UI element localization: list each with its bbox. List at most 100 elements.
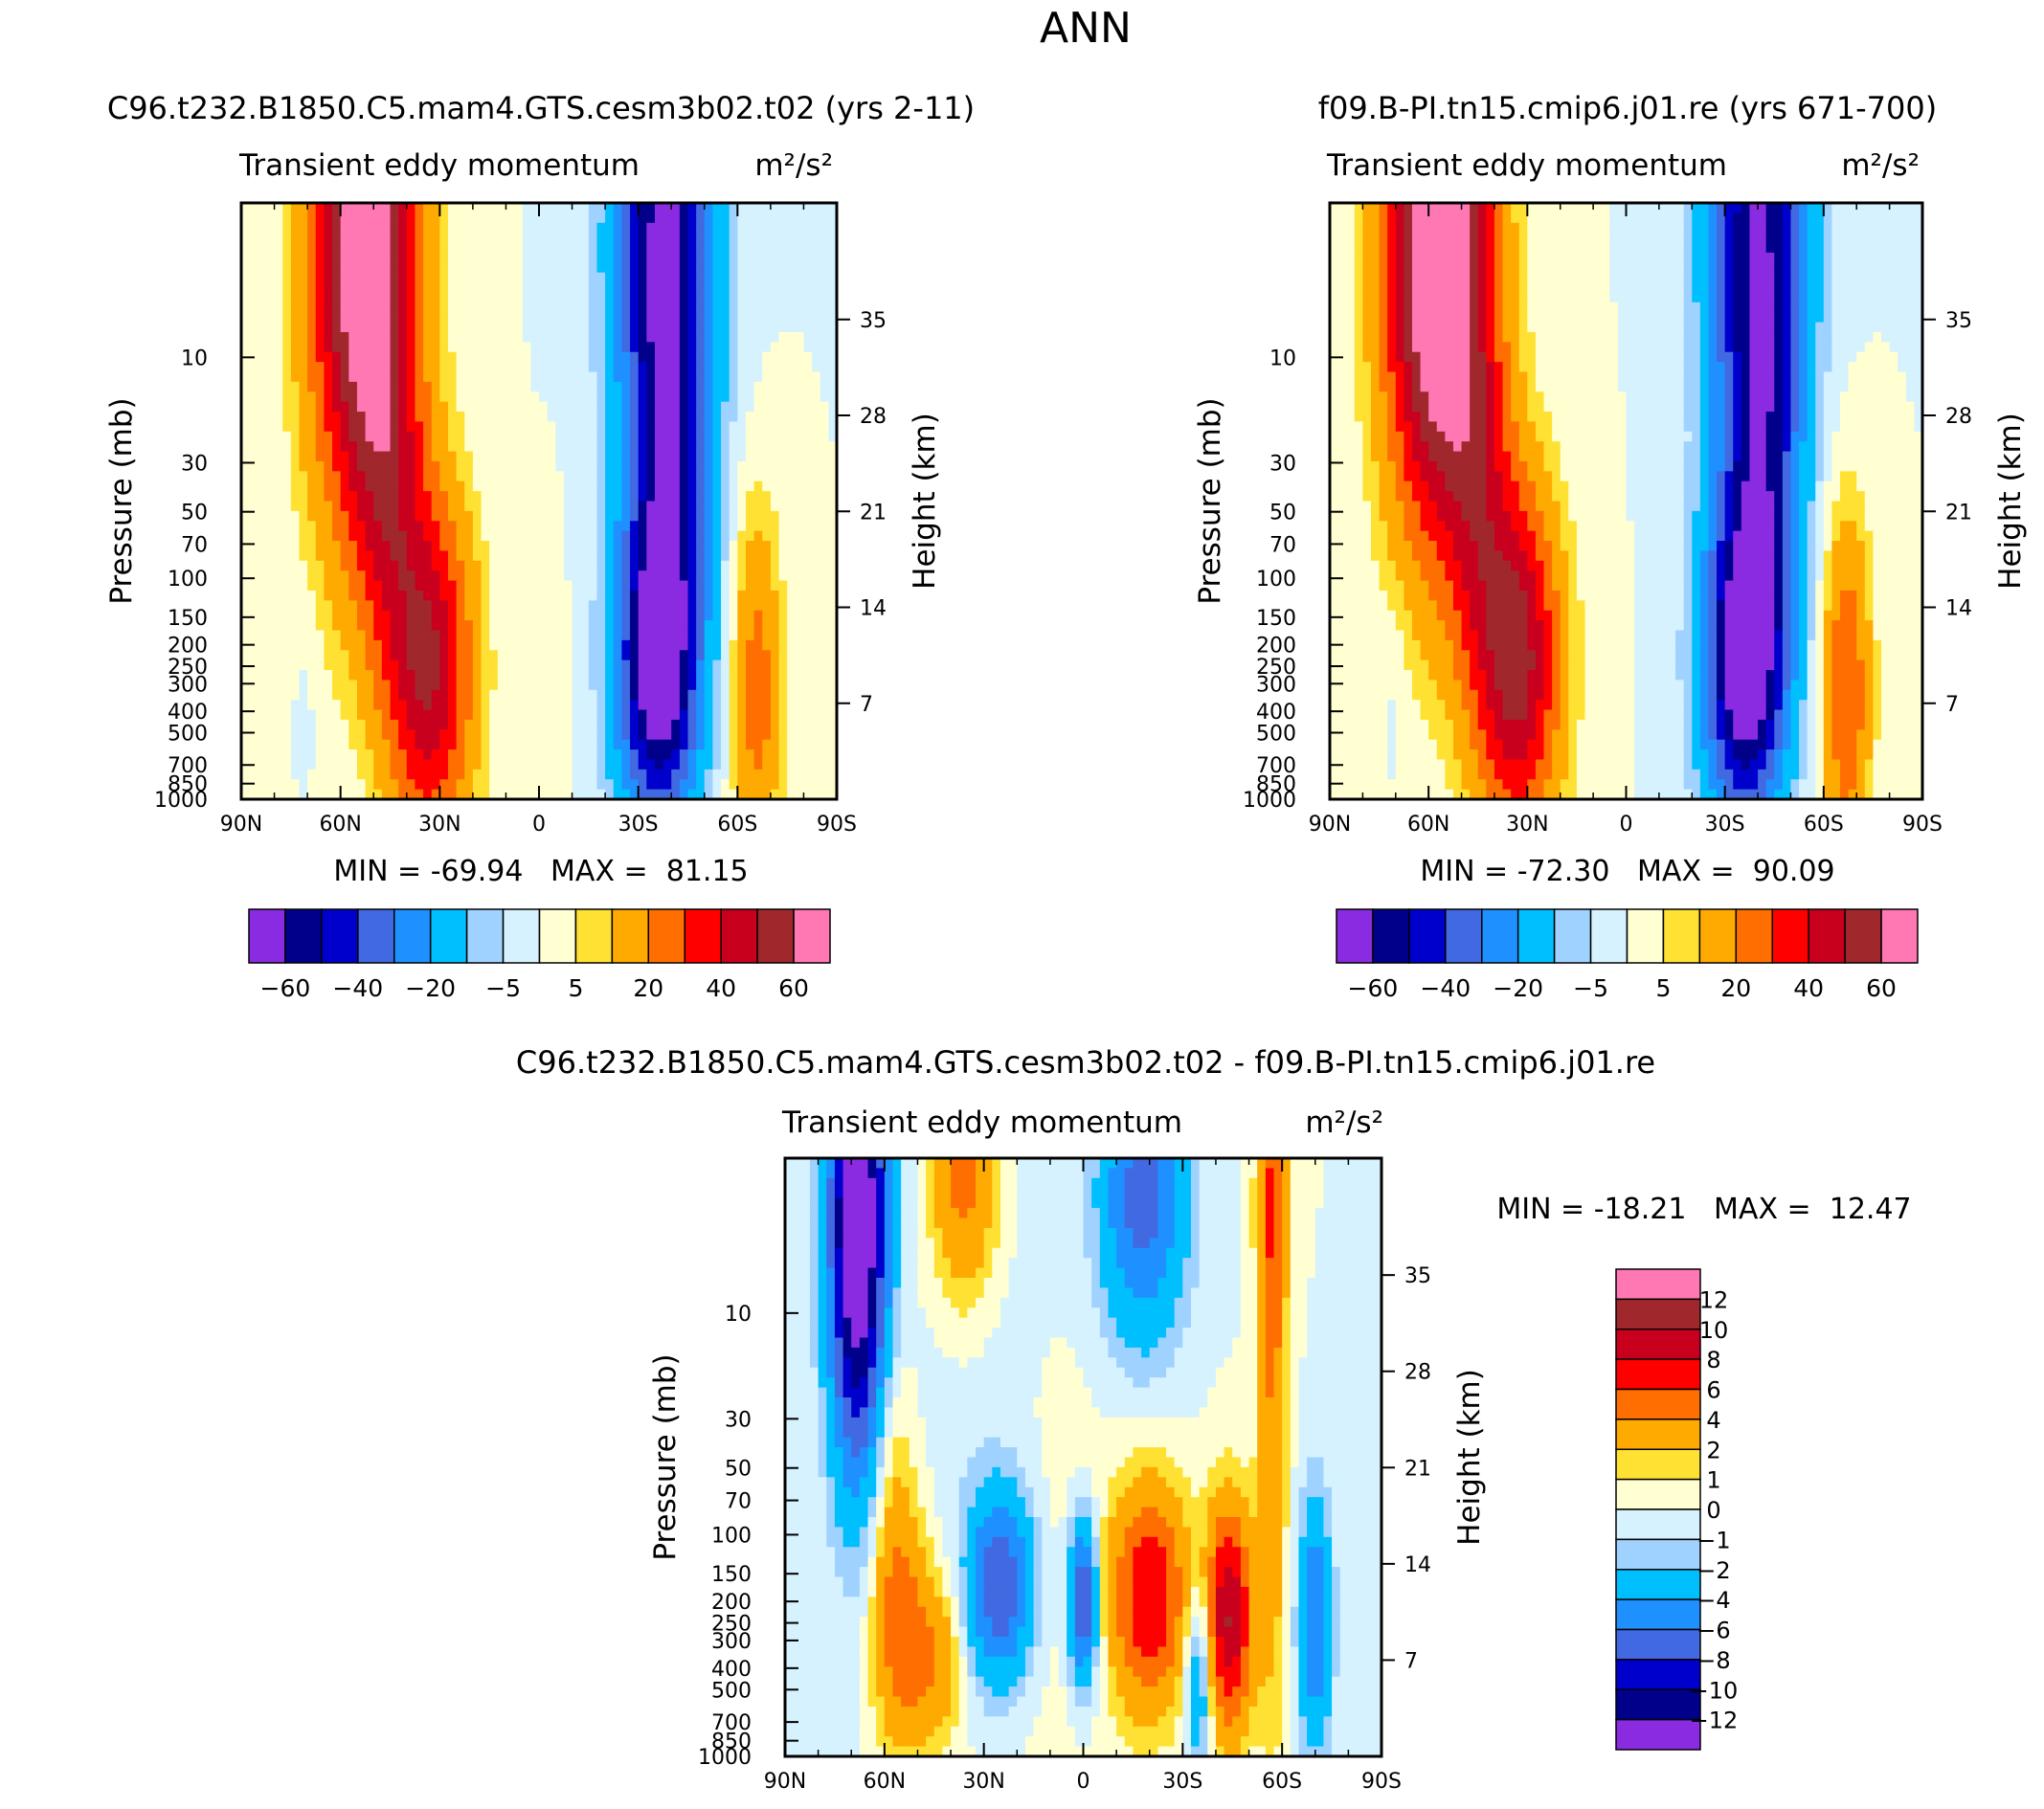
field-cell <box>1634 203 1644 213</box>
field-cell <box>489 769 499 780</box>
field-cell <box>464 412 474 423</box>
field-cell <box>605 600 615 612</box>
field-cell <box>1337 203 1347 213</box>
field-cell <box>563 203 573 213</box>
field-cell <box>290 421 301 433</box>
field-cell <box>265 570 276 582</box>
field-cell <box>630 530 640 542</box>
field-cell <box>1362 222 1372 234</box>
field-cell <box>258 590 267 601</box>
field-cell <box>241 233 251 244</box>
field-cell <box>315 610 325 621</box>
field-cell <box>530 391 540 403</box>
field-cell <box>348 381 358 392</box>
field-cell <box>398 560 408 571</box>
field-cell <box>762 451 772 462</box>
colorbar-box <box>429 908 468 964</box>
field-cell <box>605 689 615 701</box>
field-cell <box>456 670 465 681</box>
field-cell <box>390 391 399 403</box>
field-cell <box>580 541 590 552</box>
field-cell <box>456 222 465 234</box>
field-cell <box>1420 203 1429 213</box>
field-cell <box>547 252 556 263</box>
field-cell <box>530 779 540 791</box>
field-cell <box>390 252 399 263</box>
field-cell <box>307 680 317 691</box>
field-cell <box>737 401 747 413</box>
field-cell <box>745 381 755 392</box>
field-cell <box>274 412 283 423</box>
field-cell <box>596 421 606 433</box>
field-cell <box>365 381 374 392</box>
field-cell <box>439 719 449 730</box>
field-cell <box>290 600 301 612</box>
field-cell <box>753 421 763 433</box>
field-cell <box>621 521 631 532</box>
field-cell <box>1354 262 1363 274</box>
field-cell <box>654 233 664 244</box>
y-tick-label: 10 <box>181 346 208 370</box>
field-cell <box>290 759 301 770</box>
field-cell <box>753 739 763 750</box>
field-cell <box>1905 252 1916 263</box>
field-cell <box>737 689 747 701</box>
field-cell <box>390 550 399 562</box>
field-cell <box>505 550 515 562</box>
field-cell <box>307 570 317 582</box>
field-cell <box>547 431 556 442</box>
field-cell <box>447 729 458 741</box>
field-cell <box>778 222 788 234</box>
field-cell <box>456 560 465 571</box>
field-cell <box>505 233 515 244</box>
field-cell <box>439 749 449 761</box>
field-cell <box>638 322 647 333</box>
field-cell <box>307 262 317 274</box>
field-cell <box>315 739 325 750</box>
field-cell <box>1420 222 1429 234</box>
field-cell <box>663 659 672 671</box>
field-cell <box>555 222 565 234</box>
field-cell <box>423 391 433 403</box>
field-cell <box>563 789 573 800</box>
field-cell <box>572 460 581 472</box>
field-cell <box>381 412 392 423</box>
field-cell <box>1518 222 1528 234</box>
field-cell <box>340 351 349 363</box>
field-cell <box>580 620 590 632</box>
field-cell <box>812 272 821 283</box>
field-cell <box>795 680 805 691</box>
field-cell <box>1856 203 1866 213</box>
field-cell <box>696 659 706 671</box>
field-cell <box>671 292 681 303</box>
field-cell <box>249 700 258 711</box>
field-cell <box>729 362 738 373</box>
field-cell <box>381 292 392 303</box>
field-cell <box>497 700 507 711</box>
field-cell <box>505 630 515 641</box>
field-cell <box>820 550 829 562</box>
field-cell <box>241 510 251 522</box>
field-cell <box>290 342 301 353</box>
field-cell <box>812 460 821 472</box>
field-cell <box>1511 222 1520 234</box>
field-cell <box>770 302 780 313</box>
field-cell <box>505 312 515 324</box>
field-cell <box>299 342 308 353</box>
field-cell <box>737 570 747 582</box>
field-cell <box>340 212 349 224</box>
field-cell <box>1799 222 1808 234</box>
field-cell <box>340 620 349 632</box>
field-cell <box>1765 233 1775 244</box>
field-cell <box>1807 233 1816 244</box>
field-cell <box>456 371 465 383</box>
field-cell <box>555 351 565 363</box>
field-cell <box>547 580 556 592</box>
field-cell <box>687 252 697 263</box>
field-cell <box>505 460 515 472</box>
field-cell <box>580 480 590 492</box>
field-cell <box>1518 233 1528 244</box>
field-cell <box>406 242 416 254</box>
field-cell <box>704 302 714 313</box>
field-cell <box>704 351 714 363</box>
